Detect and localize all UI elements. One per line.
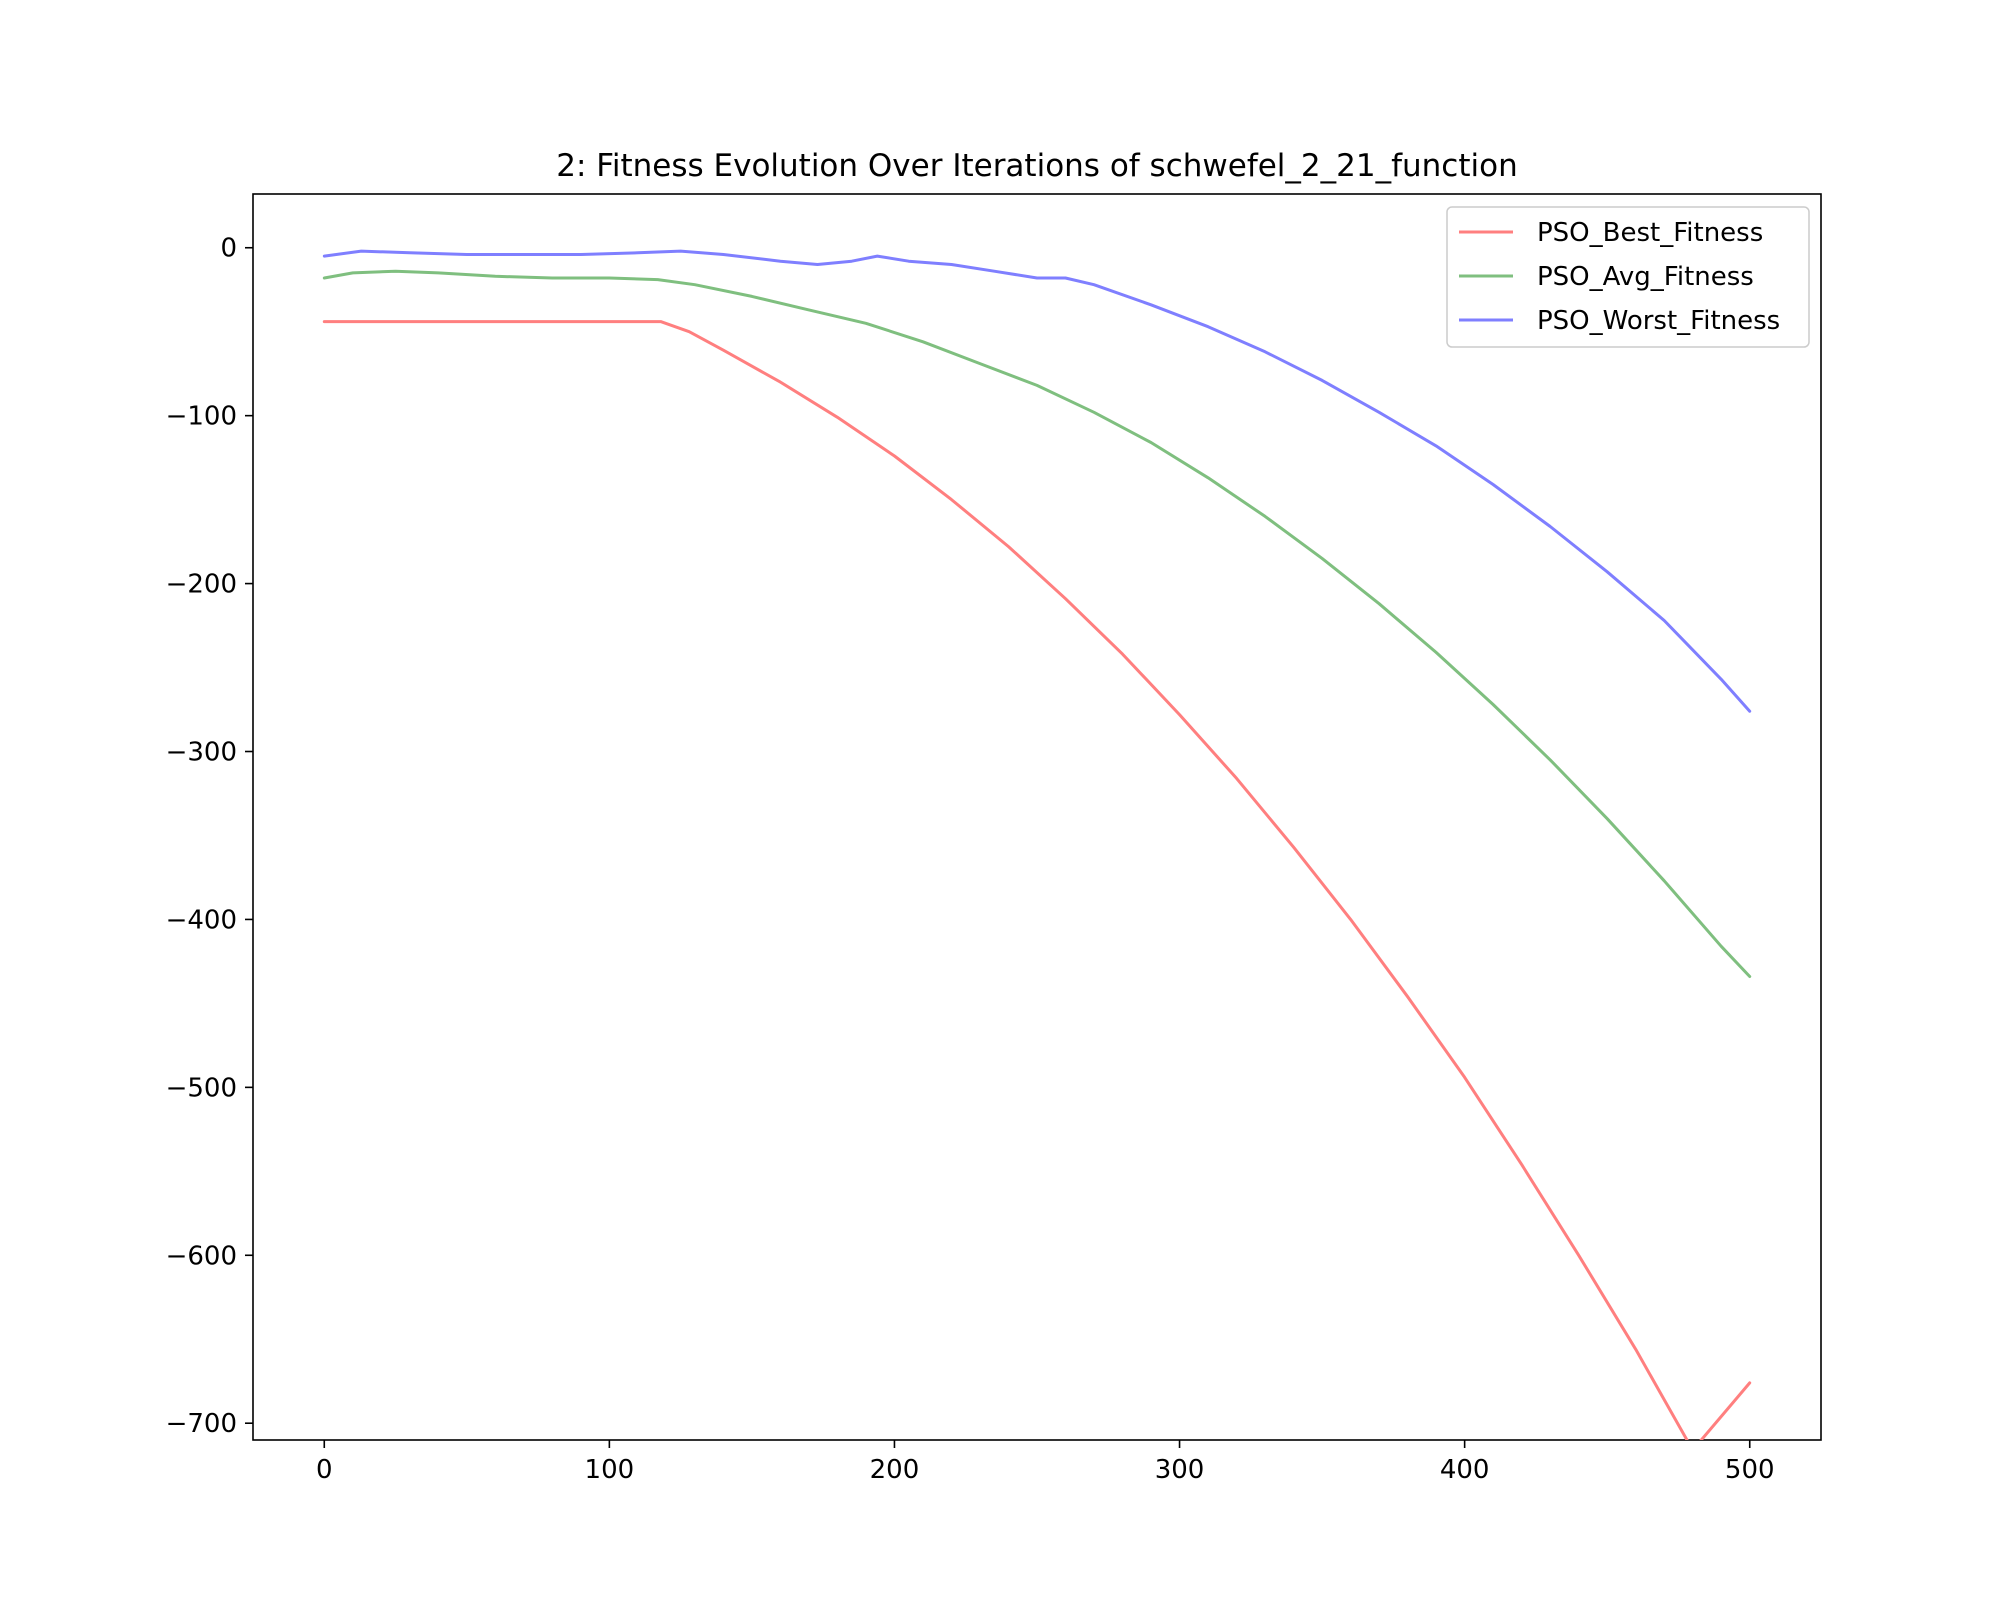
y-tick-label: −100 xyxy=(166,402,237,432)
legend-label-pso-best-fitness: PSO_Best_Fitness xyxy=(1537,218,1763,248)
y-tick-label: −500 xyxy=(166,1073,237,1103)
y-tick-label: −600 xyxy=(166,1241,237,1271)
plot-area: 0 100 200 300 400 500 0 −100 −200 −300 −400 −500 −6… xyxy=(166,193,1822,1485)
chart-title: 2: Fitness Evolution Over Iterations of … xyxy=(556,148,1517,184)
series-line-pso-avg-fitness xyxy=(322,269,1752,978)
x-tick-label: 400 xyxy=(1440,1455,1490,1485)
axes-frame xyxy=(252,193,1822,1441)
x-tick-label: 0 xyxy=(316,1455,333,1485)
legend-label-pso-avg-fitness: PSO_Avg_Fitness xyxy=(1537,262,1754,292)
y-tick-label: −300 xyxy=(166,738,237,768)
x-tick-label: 300 xyxy=(1155,1455,1205,1485)
y-tick-label: 0 xyxy=(220,234,237,264)
legend: PSO_Best_Fitness PSO_Avg_Fitness PSO_Worst… xyxy=(1446,206,1810,348)
legend-box xyxy=(1446,206,1810,348)
series-lines xyxy=(322,249,1752,1440)
x-axis: 0 100 200 300 400 500 xyxy=(316,1440,1775,1485)
x-tick-label: 100 xyxy=(585,1455,635,1485)
x-tick-label: 500 xyxy=(1725,1455,1775,1485)
y-axis: 0 −100 −200 −300 −400 −500 −600 −700 xyxy=(166,234,253,1439)
legend-label-pso-worst-fitness: PSO_Worst_Fitness xyxy=(1537,306,1780,336)
series-line-pso-best-fitness xyxy=(322,320,1752,1440)
series-line-pso-worst-fitness xyxy=(322,249,1752,713)
y-tick-label: −200 xyxy=(166,570,237,600)
y-tick-label: −700 xyxy=(166,1409,237,1439)
x-tick-label: 200 xyxy=(870,1455,920,1485)
y-tick-label: −400 xyxy=(166,905,237,935)
